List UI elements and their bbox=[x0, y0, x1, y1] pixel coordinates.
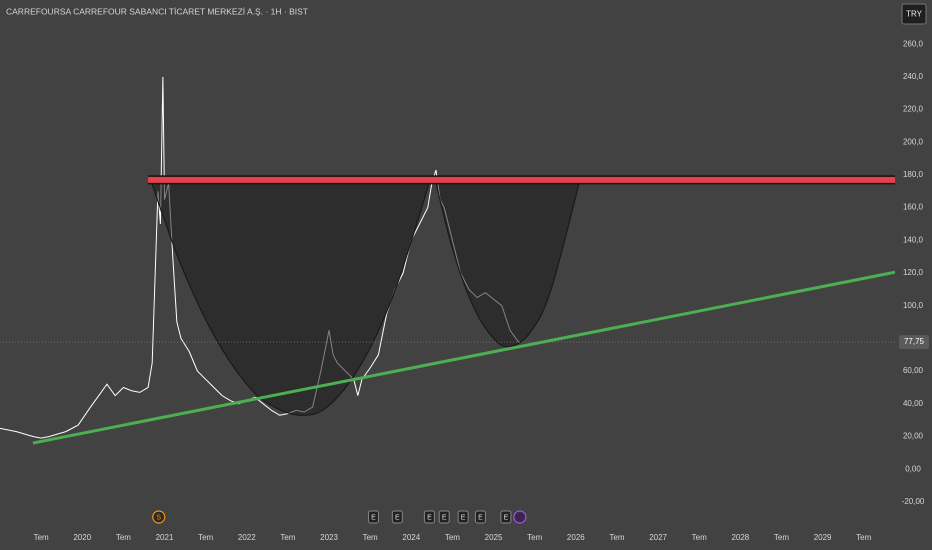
y-tick-label: 0,00 bbox=[905, 464, 921, 473]
x-tick-label: Tem bbox=[363, 533, 378, 542]
event-marker bbox=[423, 510, 435, 524]
x-tick-label: Tem bbox=[692, 533, 707, 542]
pattern-curve bbox=[434, 179, 581, 348]
y-tick-label: 20,00 bbox=[903, 432, 924, 441]
event-marker bbox=[474, 510, 486, 524]
x-tick-label: Tem bbox=[280, 533, 295, 542]
event-marker bbox=[152, 510, 166, 524]
event-label: E bbox=[478, 514, 483, 521]
x-tick-label: Tem bbox=[445, 533, 460, 542]
last-price-box bbox=[899, 335, 929, 350]
event-label: E bbox=[395, 514, 400, 521]
trend-line bbox=[32, 270, 896, 445]
event-marker bbox=[457, 510, 469, 524]
y-tick-label: 260,0 bbox=[903, 39, 924, 48]
event-marker bbox=[438, 510, 450, 524]
x-tick-label: 2022 bbox=[238, 533, 256, 542]
x-tick-label: 2020 bbox=[73, 533, 91, 542]
x-tick-label: 2025 bbox=[485, 533, 503, 542]
y-tick-label: -20,00 bbox=[902, 497, 925, 506]
x-tick-label: 2028 bbox=[731, 533, 749, 542]
y-tick-label: 160,0 bbox=[903, 203, 924, 212]
x-tick-label: 2029 bbox=[814, 533, 832, 542]
event-label: E bbox=[504, 514, 509, 521]
y-tick-label: 60,00 bbox=[903, 366, 924, 375]
chart-title: CARREFOURSA CARREFOUR SABANCI TİCARET ME… bbox=[6, 6, 308, 16]
x-tick-label: 2023 bbox=[320, 533, 338, 542]
x-tick-label: Tem bbox=[774, 533, 789, 542]
event-marker bbox=[391, 510, 403, 524]
x-tick-label: 2026 bbox=[567, 533, 585, 542]
dividend-icon bbox=[513, 510, 527, 524]
currency-button[interactable] bbox=[901, 3, 927, 25]
x-tick-label: 2021 bbox=[156, 533, 174, 542]
x-tick-label: Tem bbox=[116, 533, 131, 542]
event-label: E bbox=[371, 514, 376, 521]
y-tick-label: 120,0 bbox=[903, 268, 924, 277]
event-label: E bbox=[461, 514, 466, 521]
currency-label[interactable]: TRY bbox=[906, 10, 923, 19]
x-tick-label: Tem bbox=[198, 533, 213, 542]
y-tick-label: 200,0 bbox=[903, 137, 924, 146]
y-tick-label: 40,00 bbox=[903, 399, 924, 408]
x-tick-label: Tem bbox=[527, 533, 542, 542]
pattern-curve bbox=[149, 179, 432, 416]
event-label: E bbox=[427, 514, 432, 521]
y-tick-label: 140,0 bbox=[903, 235, 924, 244]
y-tick-label: 240,0 bbox=[903, 72, 924, 81]
x-tick-label: Tem bbox=[856, 533, 871, 542]
x-tick-label: Tem bbox=[609, 533, 624, 542]
y-tick-label: 180,0 bbox=[903, 170, 924, 179]
y-tick-label: 100,0 bbox=[903, 301, 924, 310]
event-label: E bbox=[442, 514, 447, 521]
event-marker bbox=[500, 510, 512, 524]
last-price-label: 77,75 bbox=[904, 337, 925, 346]
x-tick-label: 2024 bbox=[402, 533, 420, 542]
x-tick-label: Tem bbox=[34, 533, 49, 542]
event-marker bbox=[367, 510, 379, 524]
x-tick-label: 2027 bbox=[649, 533, 667, 542]
event-label: S bbox=[156, 514, 161, 521]
y-tick-label: 220,0 bbox=[903, 105, 924, 114]
